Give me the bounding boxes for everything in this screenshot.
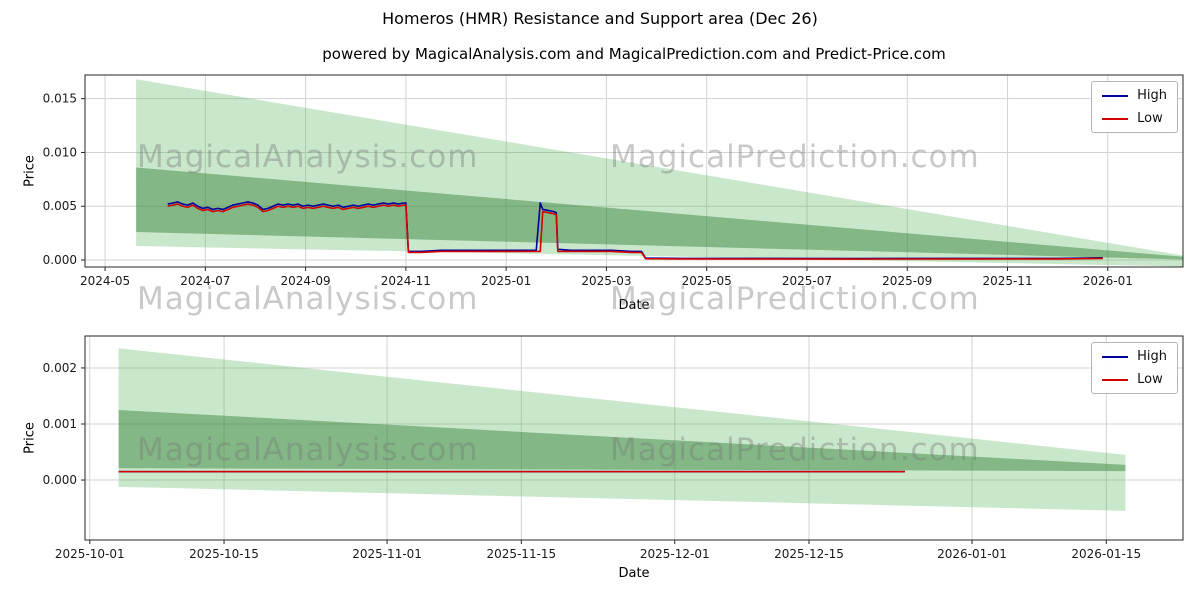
watermark-analysis: MagicalAnalysis.com	[137, 432, 479, 468]
svg-text:2025-10-01: 2025-10-01	[55, 547, 125, 561]
svg-text:2024-07: 2024-07	[180, 274, 230, 288]
svg-text:0.001: 0.001	[43, 417, 77, 431]
svg-text:2025-10-15: 2025-10-15	[189, 547, 259, 561]
legend-item-high: High	[1102, 88, 1167, 103]
svg-text:2025-03: 2025-03	[581, 274, 631, 288]
watermark-prediction: MagicalPrediction.com	[610, 281, 980, 317]
legend-label-high: High	[1137, 88, 1167, 103]
svg-text:0.000: 0.000	[43, 473, 77, 487]
watermark-prediction: MagicalPrediction.com	[610, 432, 980, 468]
svg-text:2026-01-01: 2026-01-01	[937, 547, 1007, 561]
svg-text:2025-01: 2025-01	[481, 274, 531, 288]
top-chart-ylabel: Price	[22, 155, 38, 187]
legend-item-low: Low	[1102, 372, 1167, 387]
svg-text:0.005: 0.005	[43, 199, 77, 213]
svg-text:2025-12-15: 2025-12-15	[774, 547, 844, 561]
bottom-chart-xlabel: Date	[618, 566, 650, 581]
svg-text:2025-12-01: 2025-12-01	[640, 547, 710, 561]
svg-text:0.002: 0.002	[43, 361, 77, 375]
high-line-swatch	[1102, 355, 1129, 358]
svg-text:2026-01: 2026-01	[1083, 274, 1133, 288]
bottom-chart-ylabel: Price	[22, 422, 38, 454]
legend-label-low: Low	[1137, 111, 1163, 126]
high-line-swatch	[1102, 94, 1129, 97]
figure-title: Homeros (HMR) Resistance and Support are…	[382, 9, 818, 28]
svg-text:2025-09: 2025-09	[882, 274, 932, 288]
svg-text:2025-11: 2025-11	[982, 274, 1032, 288]
svg-text:2025-05: 2025-05	[682, 274, 732, 288]
top-chart-legend: High Low	[1091, 81, 1178, 133]
watermark-prediction: MagicalPrediction.com	[610, 139, 980, 175]
svg-text:0.010: 0.010	[43, 145, 77, 159]
legend-label-high: High	[1137, 349, 1167, 364]
svg-text:2024-11: 2024-11	[381, 274, 431, 288]
legend-label-low: Low	[1137, 372, 1163, 387]
svg-text:2025-07: 2025-07	[782, 274, 832, 288]
svg-text:2024-05: 2024-05	[80, 274, 130, 288]
svg-text:2025-11-15: 2025-11-15	[486, 547, 556, 561]
svg-text:2024-09: 2024-09	[281, 274, 331, 288]
low-line-swatch	[1102, 378, 1129, 381]
low-line-swatch	[1102, 117, 1129, 120]
top-chart-xlabel: Date	[618, 298, 650, 313]
bottom-chart-legend: High Low	[1091, 342, 1178, 394]
watermark-analysis: MagicalAnalysis.com	[137, 281, 479, 317]
svg-text:0.015: 0.015	[43, 92, 77, 106]
legend-item-low: Low	[1102, 111, 1167, 126]
figure-subtitle: powered by MagicalAnalysis.com and Magic…	[322, 45, 946, 63]
legend-item-high: High	[1102, 349, 1167, 364]
svg-text:2025-11-01: 2025-11-01	[352, 547, 422, 561]
watermark-analysis: MagicalAnalysis.com	[137, 139, 479, 175]
svg-text:0.000: 0.000	[43, 253, 77, 267]
svg-text:2026-01-15: 2026-01-15	[1071, 547, 1141, 561]
